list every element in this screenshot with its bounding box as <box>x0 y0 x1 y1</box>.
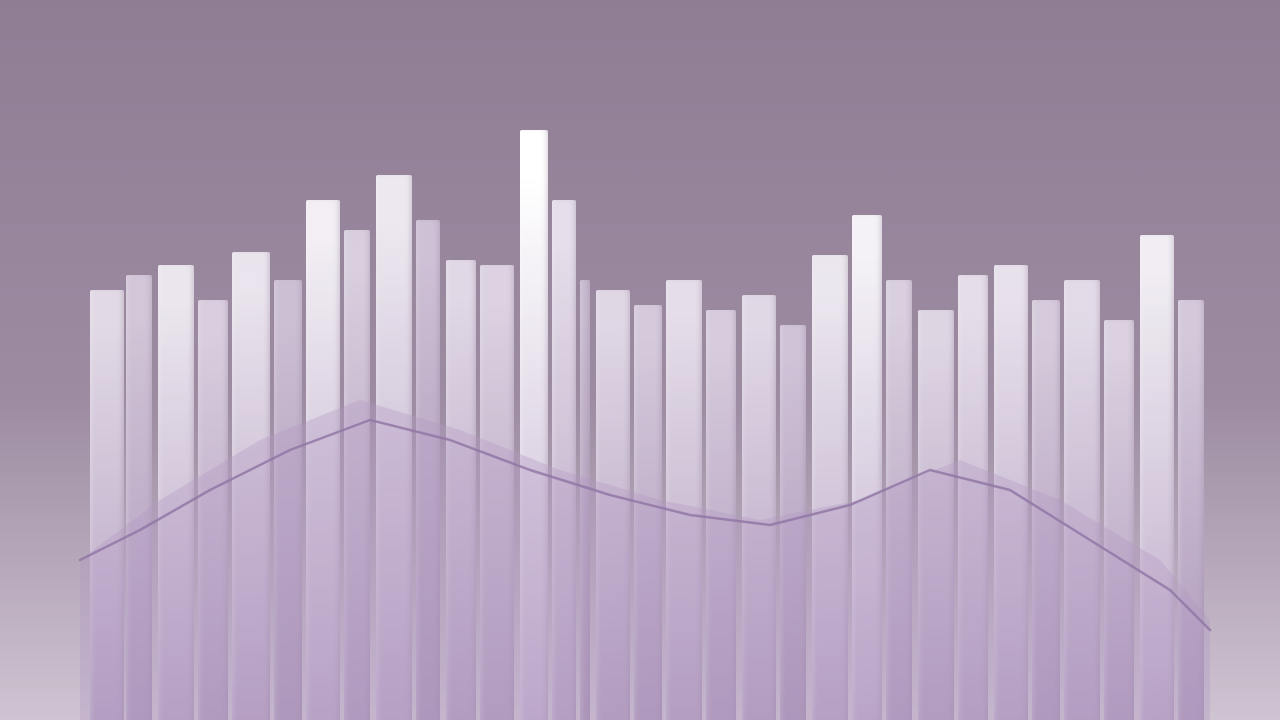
bar <box>1104 320 1134 720</box>
chart-canvas <box>0 0 1280 720</box>
bar <box>918 310 954 720</box>
bar <box>198 300 228 720</box>
bar <box>596 290 630 720</box>
bar <box>852 215 882 720</box>
bar <box>1140 235 1174 720</box>
bar <box>780 325 806 720</box>
bar <box>706 310 736 720</box>
bar <box>126 275 152 720</box>
bar <box>232 252 270 720</box>
bar <box>306 200 340 720</box>
bar <box>344 230 370 720</box>
bar <box>480 265 514 720</box>
bar <box>994 265 1028 720</box>
bar <box>520 130 548 720</box>
bar <box>812 255 848 720</box>
bar <box>958 275 988 720</box>
bar <box>634 305 662 720</box>
bar <box>742 295 776 720</box>
bar <box>666 280 702 720</box>
bar <box>552 200 576 720</box>
bar <box>416 220 440 720</box>
bar <box>90 290 124 720</box>
bar <box>1178 300 1204 720</box>
bar <box>1032 300 1060 720</box>
bar <box>886 280 912 720</box>
bar <box>580 280 590 720</box>
bar <box>274 280 302 720</box>
bar <box>446 260 476 720</box>
bar <box>376 175 412 720</box>
bar <box>158 265 194 720</box>
bars-layer <box>0 0 1280 720</box>
bar <box>1064 280 1100 720</box>
